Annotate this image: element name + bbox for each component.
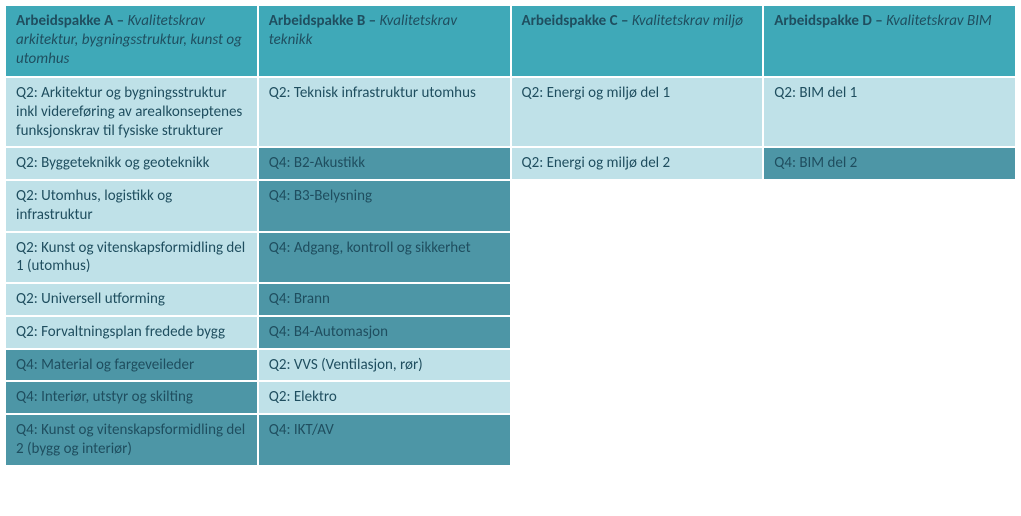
table-cell: Q4: B4-Automasjon <box>258 316 511 349</box>
table-cell: Q4: Material og fargeveileder <box>5 349 258 382</box>
table-cell: Q2: Energi og miljø del 1 <box>511 77 764 147</box>
table-row: Q4: Material og fargeveilederQ2: VVS (Ve… <box>5 349 1016 382</box>
table-cell: Q2: Teknisk infrastruktur utomhus <box>258 77 511 147</box>
table-cell: Q2: Universell utforming <box>5 283 258 316</box>
table-cell: Q2: VVS (Ventilasjon, rør) <box>258 349 511 382</box>
table-cell: Q2: Arkitektur og bygningsstruktur inkl … <box>5 77 258 147</box>
table-cell <box>763 283 1016 316</box>
table-cell: Q4: Adgang, kontroll og sikkerhet <box>258 232 511 284</box>
table-row: Q2: Utomhus, logistikk og infrastrukturQ… <box>5 180 1016 232</box>
table-body: Q2: Arkitektur og bygningsstruktur inkl … <box>5 77 1016 466</box>
table-cell <box>511 381 764 414</box>
table-cell <box>511 414 764 466</box>
header-col-c: Arbeidspakke C – Kvalitetskrav miljø <box>511 5 764 77</box>
table-row: Q2: Universell utformingQ4: Brann <box>5 283 1016 316</box>
header-row: Arbeidspakke A – Kvalitetskrav arkitektu… <box>5 5 1016 77</box>
table-cell <box>763 349 1016 382</box>
table-cell: Q2: Forvaltningsplan fredede bygg <box>5 316 258 349</box>
table-cell: Q2: Kunst og vitenskapsformidling del 1 … <box>5 232 258 284</box>
table-cell <box>511 232 764 284</box>
table-cell <box>511 349 764 382</box>
table-cell: Q2: Utomhus, logistikk og infrastruktur <box>5 180 258 232</box>
table-cell: Q4: Kunst og vitenskapsformidling del 2 … <box>5 414 258 466</box>
table-cell <box>511 180 764 232</box>
table-cell <box>511 283 764 316</box>
table-cell: Q4: Interiør, utstyr og skilting <box>5 381 258 414</box>
table-cell <box>511 316 764 349</box>
table-wrapper: Arbeidspakke A – Kvalitetskrav arkitektu… <box>0 0 1021 516</box>
table-row: Q2: Byggeteknikk og geoteknikkQ4: B2-Aku… <box>5 147 1016 180</box>
table-cell <box>763 316 1016 349</box>
table-cell: Q4: B3-Belysning <box>258 180 511 232</box>
table-cell: Q4: B2-Akustikk <box>258 147 511 180</box>
header-a-bold: Arbeidspakke A – <box>16 12 127 30</box>
table-cell <box>763 180 1016 232</box>
table-cell <box>763 414 1016 466</box>
header-col-a: Arbeidspakke A – Kvalitetskrav arkitektu… <box>5 5 258 77</box>
table-cell: Q2: Elektro <box>258 381 511 414</box>
header-col-b: Arbeidspakke B – Kvalitetskrav teknikk <box>258 5 511 77</box>
table-cell: Q4: IKT/AV <box>258 414 511 466</box>
table-cell: Q2: BIM del 1 <box>763 77 1016 147</box>
table-cell: Q4: Brann <box>258 283 511 316</box>
table-cell <box>763 381 1016 414</box>
table-row: Q4: Kunst og vitenskapsformidling del 2 … <box>5 414 1016 466</box>
table-row: Q2: Kunst og vitenskapsformidling del 1 … <box>5 232 1016 284</box>
table-cell: Q2: Energi og miljø del 2 <box>511 147 764 180</box>
header-b-bold: Arbeidspakke B – <box>269 12 380 30</box>
table-cell <box>763 232 1016 284</box>
table-row: Q4: Interiør, utstyr og skiltingQ2: Elek… <box>5 381 1016 414</box>
table-cell: Q2: Byggeteknikk og geoteknikk <box>5 147 258 180</box>
arbeidspakke-table: Arbeidspakke A – Kvalitetskrav arkitektu… <box>4 4 1017 467</box>
header-c-italic: Kvalitetskrav miljø <box>632 12 743 30</box>
header-d-bold: Arbeidspakke D – <box>774 12 886 30</box>
header-c-bold: Arbeidspakke C – <box>522 12 632 30</box>
table-row: Q2: Forvaltningsplan fredede byggQ4: B4-… <box>5 316 1016 349</box>
table-row: Q2: Arkitektur og bygningsstruktur inkl … <box>5 77 1016 147</box>
header-d-italic: Kvalitetskrav BIM <box>886 12 992 30</box>
table-cell: Q4: BIM del 2 <box>763 147 1016 180</box>
header-col-d: Arbeidspakke D – Kvalitetskrav BIM <box>763 5 1016 77</box>
